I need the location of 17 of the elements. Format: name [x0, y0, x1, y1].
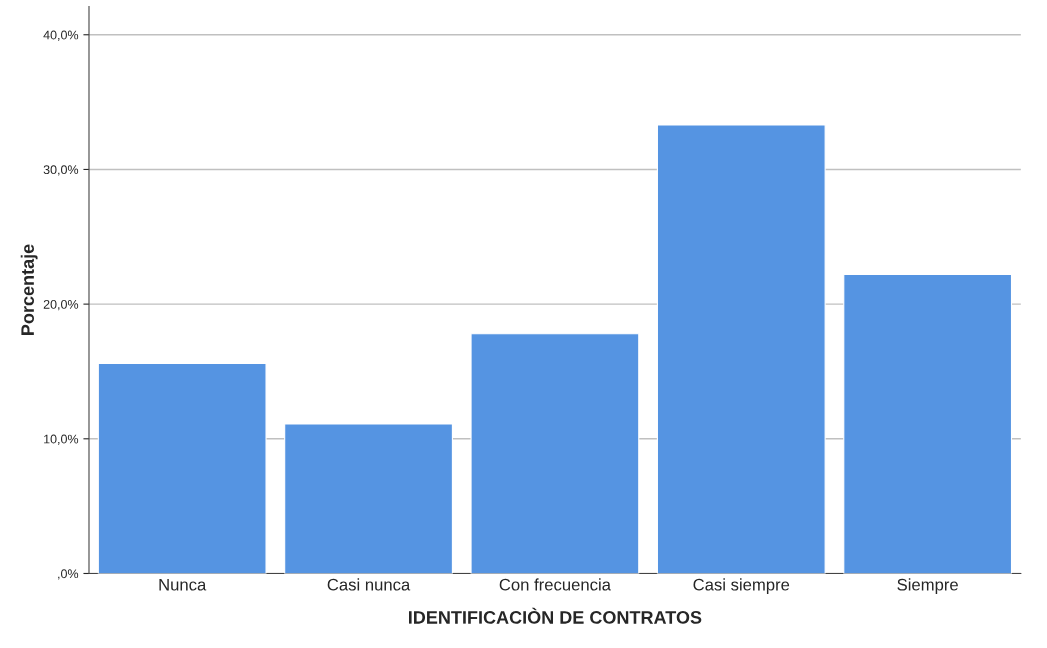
x-tick-label: Nunca [159, 578, 207, 591]
y-tick-label: ,0% [58, 569, 79, 580]
bar [843, 273, 1013, 574]
y-axis-title: Porcentaje [20, 244, 38, 335]
bar [284, 423, 453, 574]
x-tick-label: Con frecuencia [499, 578, 611, 591]
bar [470, 333, 640, 574]
x-tick-label: Siempre [897, 578, 958, 594]
y-tick-label: 30,0% [43, 165, 79, 176]
x-tick-label: Casi nunca [327, 578, 411, 591]
y-tick-label: 10,0% [44, 434, 79, 445]
bar [656, 124, 826, 574]
y-tick-label: 20,0% [43, 299, 79, 311]
bar [97, 362, 267, 574]
y-tick-label: 40,0% [43, 30, 79, 41]
x-tick-label: Casi siempre [693, 578, 790, 594]
x-axis-title: IDENTIFICACIÒN DE CONTRATOS [408, 607, 702, 624]
